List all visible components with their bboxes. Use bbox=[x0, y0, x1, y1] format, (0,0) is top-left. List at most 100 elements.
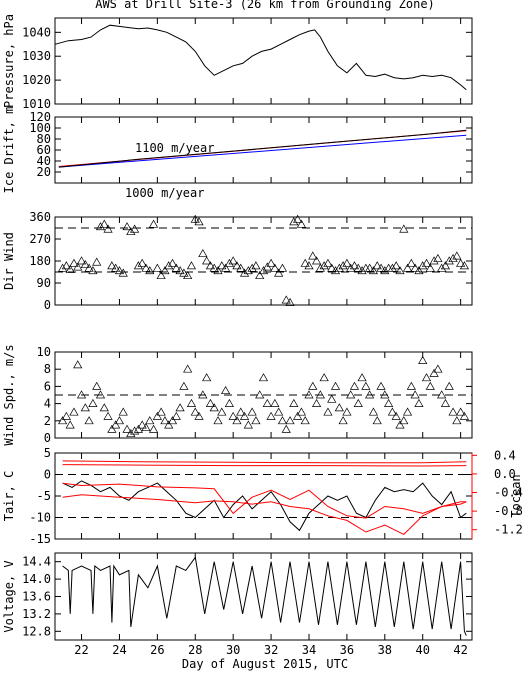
wind_speed-point bbox=[421, 373, 432, 382]
wind_speed-point bbox=[145, 416, 155, 425]
wind_speed-point bbox=[349, 381, 360, 390]
dir_wind-point bbox=[111, 263, 121, 272]
wind_speed-point bbox=[76, 390, 87, 399]
wind_speed-point bbox=[402, 407, 413, 416]
dir_wind-point bbox=[285, 297, 295, 306]
temperature-ytick-label-right: -0.8 bbox=[494, 504, 523, 518]
wind_speed-point bbox=[262, 398, 272, 407]
wind_speed-point bbox=[141, 422, 151, 432]
wind_speed-point bbox=[251, 416, 261, 425]
wind_speed-point bbox=[255, 390, 265, 399]
dir_wind-point bbox=[365, 263, 375, 272]
dir_wind-point bbox=[57, 263, 68, 272]
ice_drift-ytick-label: 60 bbox=[37, 143, 51, 157]
ice_drift-ytick-label: 80 bbox=[37, 132, 51, 146]
wind_speed-point bbox=[202, 373, 212, 382]
dir_wind-point bbox=[270, 263, 280, 272]
wind_speed-point bbox=[433, 364, 443, 373]
dir_wind-point bbox=[338, 261, 348, 270]
dir_wind-point bbox=[380, 266, 390, 275]
dir_wind-point bbox=[141, 263, 151, 272]
dir_wind-point bbox=[368, 266, 379, 275]
x-tick-label: 32 bbox=[264, 643, 278, 657]
temperature-ytick-label: -15 bbox=[29, 532, 51, 546]
dir_wind-point bbox=[277, 263, 288, 272]
dir_wind-point bbox=[130, 224, 140, 233]
wind_speed-point bbox=[103, 411, 113, 420]
dir_wind-point bbox=[429, 256, 439, 265]
wind_speed-point bbox=[111, 420, 121, 429]
wind_speed-point bbox=[194, 411, 204, 420]
dir_wind-point bbox=[65, 264, 75, 273]
temperature-series-0 bbox=[62, 480, 467, 532]
dir_wind-point bbox=[391, 261, 401, 270]
wind_speed-point bbox=[380, 390, 390, 399]
wind_speed-point bbox=[152, 411, 162, 420]
dir_wind-point bbox=[224, 258, 234, 267]
dir_wind-point bbox=[387, 263, 397, 272]
ice_drift-series-2 bbox=[58, 129, 467, 168]
dir_wind-point bbox=[88, 266, 98, 275]
dir_wind-point bbox=[425, 263, 435, 272]
dir_wind-point bbox=[99, 219, 109, 228]
dir_wind-point bbox=[243, 266, 253, 275]
wind_speed-point bbox=[209, 403, 219, 412]
wind_speed-point bbox=[391, 411, 401, 420]
wind_speed-point bbox=[365, 390, 375, 399]
wind_speed-point bbox=[92, 381, 102, 390]
ice_drift-ylabel: Ice Drift, m bbox=[2, 107, 16, 194]
wind_speed-point bbox=[164, 420, 174, 429]
dir_wind-point bbox=[342, 258, 352, 267]
temperature-series-2 bbox=[62, 464, 467, 467]
dir_wind-point bbox=[421, 258, 432, 267]
dir_wind-point bbox=[372, 261, 382, 270]
temperature-ytick-label: 0 bbox=[44, 468, 51, 482]
wind_speed-point bbox=[126, 428, 136, 438]
x-tick-label: 22 bbox=[74, 643, 88, 657]
dir_wind-point bbox=[171, 263, 181, 272]
dir_wind-point bbox=[167, 258, 178, 267]
wind_speed-point bbox=[300, 416, 310, 425]
ice_drift-ytick-label: 20 bbox=[37, 165, 51, 179]
dir_wind-point bbox=[266, 258, 276, 267]
dir_wind-point bbox=[418, 261, 428, 270]
ice_drift-frame bbox=[54, 116, 473, 184]
pressure-ytick-label: 1030 bbox=[22, 49, 51, 63]
dir_wind-point bbox=[103, 224, 113, 233]
dir_wind-point bbox=[353, 263, 363, 272]
wind_speed-point bbox=[277, 416, 288, 425]
wind_speed-point bbox=[361, 381, 371, 390]
dir_wind-point bbox=[315, 263, 325, 272]
wind_speed-ytick-label: 4 bbox=[44, 397, 51, 411]
wind_speed-point bbox=[456, 407, 466, 416]
x-tick-label: 38 bbox=[378, 643, 392, 657]
dir_wind-point bbox=[437, 263, 447, 272]
ice_drift-ytick-label: 120 bbox=[29, 110, 51, 124]
x-tick-label: 30 bbox=[226, 643, 240, 657]
dir_wind-point bbox=[293, 214, 303, 223]
ice_drift-ytick-label: 40 bbox=[37, 154, 51, 168]
wind_speed-point bbox=[107, 424, 117, 433]
wind_speed-point bbox=[160, 416, 170, 425]
wind_speed-point bbox=[220, 385, 231, 395]
wind_speed-point bbox=[448, 407, 458, 416]
dir_wind-point bbox=[376, 263, 386, 272]
wind_speed-point bbox=[232, 416, 242, 425]
wind_speed-point bbox=[376, 381, 386, 390]
panel-temperature: -15 -10 -5 0 5 Tair, C -1.2 -0.8 -0.4 0.0 0.4 Tocea… bbox=[2, 446, 523, 546]
dir_wind-point bbox=[247, 263, 257, 272]
wind_speed-point bbox=[330, 381, 341, 390]
dir_wind-point bbox=[323, 258, 333, 267]
dir_wind-point bbox=[274, 268, 284, 277]
dir_wind-point bbox=[190, 214, 200, 223]
dir_wind-point bbox=[220, 263, 231, 272]
dir_wind-point bbox=[156, 270, 166, 280]
dir_wind-point bbox=[296, 219, 307, 228]
dir_wind-point bbox=[152, 263, 162, 272]
wind_speed-point bbox=[414, 398, 424, 407]
dir_wind-ylabel: Dir Wind bbox=[2, 232, 16, 290]
wind_speed-ytick-label: 10 bbox=[37, 345, 51, 359]
